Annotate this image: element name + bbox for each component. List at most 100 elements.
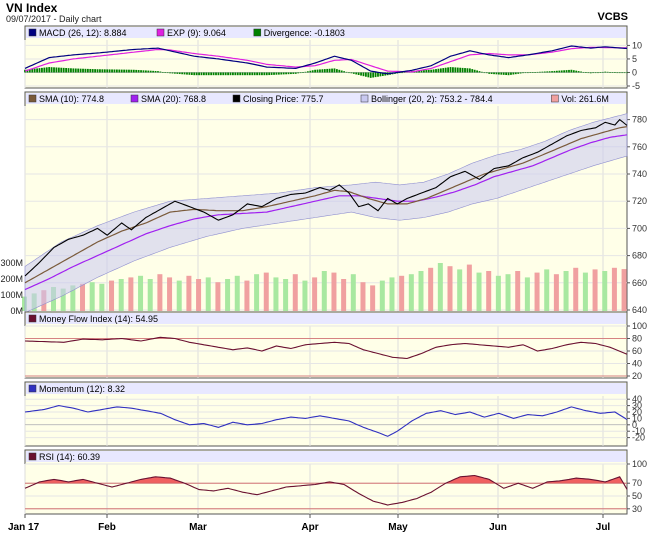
chart-subtitle: 09/07/2017 - Daily chart [6,14,102,24]
divergence-bar [319,69,321,73]
divergence-bar [338,69,341,73]
divergence-bar [548,71,551,73]
divergence-bar [200,72,203,76]
divergence-bar [459,67,462,73]
volume-bar [89,282,95,311]
volume-bar [273,277,279,311]
divergence-bar [418,70,420,73]
divergence-bar [263,72,266,76]
divergence-bar [86,68,89,73]
divergence-bar [476,70,479,73]
divergence-bar [270,72,273,75]
divergence-bar [108,69,111,73]
legend-label: RSI (14): 60.39 [39,452,100,462]
legend-label: Bollinger (20, 2): 753.2 - 784.4 [371,94,493,104]
divergence-bar [372,72,375,78]
volume-bar [215,282,221,311]
legend-swatch [28,452,37,461]
divergence-bar [526,72,529,74]
divergence-bar [340,70,343,73]
divergence-bar [355,72,358,75]
y-tick-label: 740 [632,169,647,179]
y-tick-label: 30 [632,401,642,411]
divergence-bar [94,69,97,73]
divergence-bar [432,69,435,73]
divergence-bar [321,69,324,73]
divergence-bar [215,72,217,76]
divergence-bar [36,68,38,73]
divergence-bar [597,72,599,74]
divergence-bar [234,72,237,76]
divergence-bar [164,72,167,74]
divergence-bar [290,72,292,75]
divergence-bar [67,68,70,73]
divergence-bar [212,72,215,76]
volume-bar [80,283,86,311]
divergence-bar [587,72,590,74]
divergence-bar [495,72,498,75]
divergence-bar [623,72,626,74]
volume-bar [331,272,337,311]
divergence-bar [369,72,372,78]
divergence-bar [28,69,31,73]
divergence-bar [207,72,210,76]
x-tick-label: Feb [98,522,116,533]
divergence-bar [398,72,401,74]
legend-strip [26,383,626,394]
divergence-bar [512,72,515,75]
divergence-bar [285,72,288,75]
divergence-bar [570,69,573,73]
divergence-bar [510,72,512,75]
divergence-bar [575,70,578,73]
volume-tick-label: 100M [0,290,23,300]
divergence-bar [96,69,99,73]
volume-bar [254,274,260,311]
volume-bar [621,269,627,311]
divergence-bar [84,68,87,73]
divergence-bar [437,68,440,73]
divergence-bar [618,72,621,74]
sma20-line [24,134,628,291]
divergence-bar [280,72,283,75]
divergence-bar [43,67,46,73]
volume-bar [312,277,318,311]
divergence-bar [45,67,48,73]
divergence-bar [183,72,186,75]
volume-bar [418,271,424,311]
divergence-bar [616,72,619,74]
legend-label: Vol: 261.6M [561,94,609,104]
divergence-bar [478,71,481,73]
volume-bar [118,279,124,311]
volume-bar [138,275,144,311]
divergence-bar [464,68,466,73]
volume-bar [486,271,492,311]
volume-bar [109,280,115,311]
divergence-bar [144,70,147,73]
divergence-bar [514,72,517,75]
x-tick-label: Mar [189,522,207,533]
divergence-bar [169,72,171,74]
volume-bar [283,279,289,311]
y-tick-label: 640 [632,305,647,315]
x-tick-label: Jan 17 [8,522,40,533]
volume-bar [573,267,579,311]
divergence-bar [357,72,360,76]
divergence-bar [178,72,181,75]
divergence-bar [611,72,614,73]
divergence-bar [379,72,382,77]
divergence-bar [246,72,249,76]
divergence-bar [601,71,604,73]
divergence-bar [205,72,208,76]
divergence-bar [364,72,367,77]
legend-strip [26,27,626,38]
volume-bar [244,280,250,311]
divergence-bar [256,72,258,76]
divergence-bar [89,68,92,73]
divergence-bar [152,70,155,73]
legend-swatch [253,28,262,37]
divergence-bar [38,68,41,73]
panel-macd: 10 5 0 -5 MACD (26, 12): 8.884 EXP (9): 9.064… [24,25,642,91]
volume-bar [205,277,211,311]
x-tick-label: Apr [301,522,318,533]
legend-swatch [130,94,139,103]
